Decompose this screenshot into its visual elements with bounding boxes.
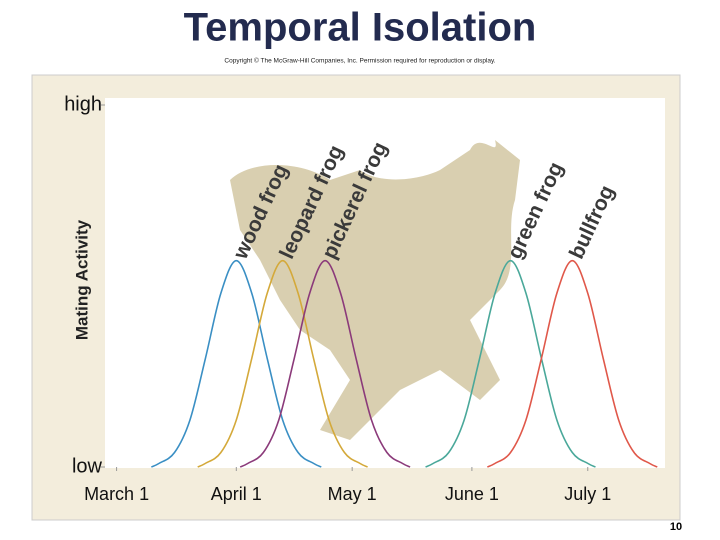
frog-silhouette: [230, 140, 520, 440]
chart-title: Temporal Isolation: [184, 6, 537, 50]
copyright: Copyright © The McGraw-Hill Companies, I…: [224, 57, 495, 65]
x-tick-label: July 1: [564, 484, 611, 504]
page-number: 10: [670, 521, 682, 533]
x-tick-label: March 1: [84, 484, 149, 504]
line: [487, 259, 658, 468]
y-axis-label: Mating Activity: [72, 219, 91, 340]
y-tick-label: low: [72, 455, 103, 477]
line: [151, 259, 322, 468]
x-tick-label: April 1: [211, 484, 262, 504]
line: [239, 259, 411, 468]
x-tick-label: May 1: [328, 484, 377, 504]
line: [197, 259, 368, 468]
line: [425, 259, 596, 468]
x-tick-label: June 1: [445, 484, 499, 504]
y-tick-label: high: [64, 93, 102, 115]
